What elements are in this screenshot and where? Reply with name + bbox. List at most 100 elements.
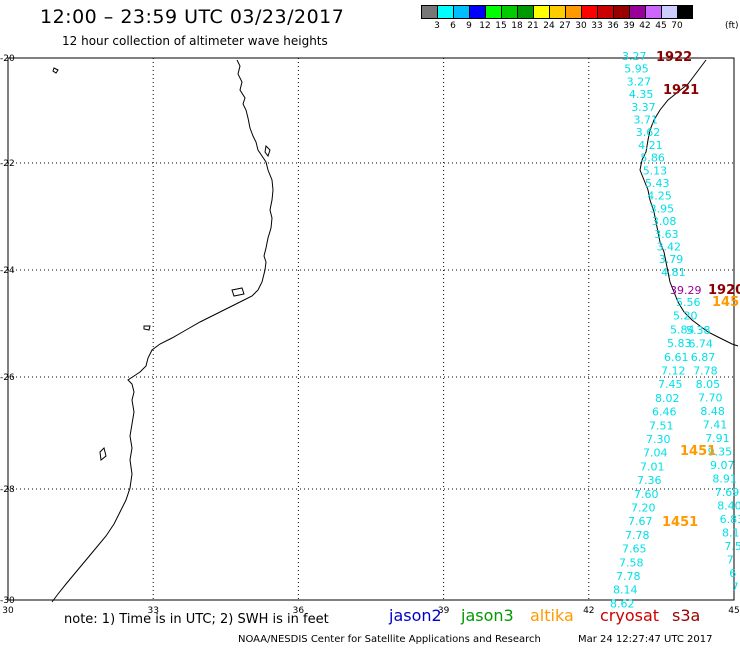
track1-wave-label: 5.13 — [643, 164, 668, 177]
color-swatch — [549, 5, 565, 19]
track1-wave-label: 4.35 — [629, 88, 654, 101]
track2-wave-label: 7.78 — [625, 529, 650, 542]
color-scale-tick: 39 — [623, 21, 635, 31]
track1-wave-label: 3.79 — [659, 253, 684, 266]
track3-wave-label: 6.87 — [691, 351, 716, 364]
track2-wave-label: 39.29 — [670, 284, 702, 297]
track3-wave-label: 8.91 — [712, 473, 737, 486]
legend-s3a: s3a — [672, 606, 701, 625]
coastline — [51, 59, 274, 603]
footer-note: note: 1) Time is in UTC; 2) SWH is in fe… — [64, 612, 329, 627]
color-scale-tick: 18 — [511, 21, 523, 31]
track1-wave-label: 3.62 — [636, 126, 661, 139]
color-swatch — [517, 5, 533, 19]
color-scale-tick: 33 — [591, 21, 603, 31]
lon-tick-label: 42 — [583, 606, 594, 616]
track1-wave-label: 5.43 — [645, 177, 670, 190]
track2-wave-label: 7.65 — [622, 543, 647, 556]
track2-wave-label: 6.46 — [652, 406, 677, 419]
track2-wave-label: 7.04 — [643, 447, 668, 460]
track2-wave-label: 8.02 — [655, 392, 680, 405]
track3-wave-label: 7.41 — [703, 419, 728, 432]
color-scale-tick: 30 — [575, 21, 587, 31]
track3-wave-label: 7.5 — [724, 540, 740, 553]
track3-wave-label: 9.07 — [710, 459, 735, 472]
track1-wave-label: 3.37 — [631, 101, 656, 114]
track2-wave-label: 7.67 — [628, 515, 653, 528]
credit-line: NOAA/NESDIS Center for Satellite Applica… — [238, 634, 541, 645]
color-swatch — [677, 5, 693, 19]
track2-wave-label: 5.84 — [670, 323, 695, 336]
track1-wave-label: 5.95 — [624, 63, 649, 76]
pass-time-label: 1921 — [663, 83, 699, 98]
track1-wave-label: 3.95 — [650, 202, 675, 215]
color-swatch — [421, 5, 437, 19]
color-scale-tick: 27 — [559, 21, 571, 31]
map-subtitle: 12 hour collection of altimeter wave hei… — [62, 34, 328, 48]
color-scale-bar — [421, 5, 693, 19]
track3-wave-label: 7.78 — [693, 365, 718, 378]
track3-wave-label: 6.83 — [720, 513, 740, 526]
legend-jason2: jason2 — [389, 606, 442, 625]
lon-tick-label: 30 — [2, 606, 14, 616]
lat-tick-label: -22 — [0, 159, 15, 169]
generated-timestamp: Mar 24 12:27:47 UTC 2017 — [578, 634, 713, 645]
track3-wave-label: 7 — [727, 554, 734, 567]
lon-tick-label: 39 — [438, 606, 450, 616]
color-swatch — [645, 5, 661, 19]
track3-wave-label: 8.1 — [722, 527, 740, 540]
track2-wave-label: 7.01 — [640, 460, 665, 473]
color-swatch — [613, 5, 629, 19]
track1-wave-label: 3.71 — [634, 114, 659, 127]
track1-wave-label: 3.27 — [627, 75, 652, 88]
color-scale-labels: 3 6 9 12 15 18 21 24 27 30 33 36 39 42 45 70 — [421, 21, 740, 33]
color-scale-tick: 9 — [466, 21, 472, 31]
track3-wave-label: 6.74 — [688, 338, 713, 351]
islands — [52, 67, 271, 461]
lat-tick-label: -30 — [0, 596, 15, 606]
track1-wave-label: 4.25 — [647, 190, 672, 203]
lat-tick-label: -26 — [0, 373, 15, 383]
lat-tick-label: -28 — [0, 485, 15, 495]
color-scale-tick: 36 — [607, 21, 619, 31]
track1-wave-label: 3.42 — [657, 241, 682, 254]
color-scale-tick: 42 — [639, 21, 651, 31]
color-scale-tick: 24 — [543, 21, 555, 31]
color-scale-tick: 15 — [495, 21, 507, 31]
lon-tick-label: 36 — [293, 606, 305, 616]
color-scale-tick: 45 — [655, 21, 667, 31]
track1-wave-label: 3.27 — [622, 50, 647, 63]
track3-wave-label: 5.38 — [686, 324, 711, 337]
lat-tick-label: -20 — [0, 54, 15, 64]
track2-wave-label: 5.83 — [667, 337, 692, 350]
color-scale-tick: 12 — [479, 21, 491, 31]
map-title: 12:00 – 23:59 UTC 03/23/2017 — [40, 6, 345, 28]
color-scale-tick: 6 — [450, 21, 456, 31]
color-swatch — [437, 5, 453, 19]
track2-wave-label: 7.12 — [661, 365, 686, 378]
pass-time-label: 1451 — [712, 295, 740, 310]
track1-wave-label: 3.08 — [652, 215, 677, 228]
track3-wave-label: 7.70 — [698, 392, 723, 405]
legend-jason3: jason3 — [461, 606, 514, 625]
legend-altika: altika — [530, 606, 574, 625]
track3-wave-label: 9.35 — [708, 446, 733, 459]
track2-wave-label: 8.62 — [610, 597, 635, 610]
color-swatch — [581, 5, 597, 19]
track2-wave-label: 7.45 — [658, 378, 683, 391]
color-scale-tick: 70 — [671, 21, 683, 31]
track2-wave-label: 7.36 — [637, 474, 662, 487]
track2-wave-label: 7.58 — [619, 556, 644, 569]
legend-cryosat: cryosat — [600, 606, 660, 625]
track1-wave-label: 5.86 — [640, 152, 665, 165]
track3-wave-label: 8.05 — [696, 378, 721, 391]
track3-wave-label: 7 — [732, 581, 739, 594]
color-swatch — [533, 5, 549, 19]
map-frame — [7, 57, 735, 601]
pass-time-label: 1922 — [656, 50, 692, 65]
track2-wave-label: 6.61 — [664, 351, 689, 364]
track2-wave-label: 7.60 — [634, 488, 659, 501]
track3-wave-label: 7.69 — [715, 486, 740, 499]
track2-wave-label: 7.30 — [646, 433, 671, 446]
